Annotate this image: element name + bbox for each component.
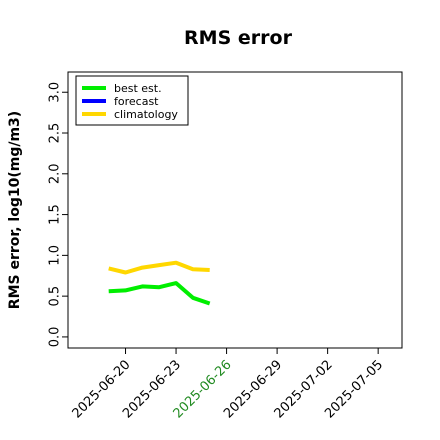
y-axis-label: RMS error, log10(mg/m3) xyxy=(7,111,23,309)
legend-entry: forecast xyxy=(114,95,159,108)
chart-title: RMS error xyxy=(184,27,293,49)
y-tick-label: 2.5 xyxy=(48,123,63,144)
y-tick-label: 0.0 xyxy=(48,327,63,348)
y-tick-label: 3.0 xyxy=(48,82,63,103)
series-line-best-est xyxy=(108,281,211,306)
y-tick-label: 2.0 xyxy=(48,163,63,184)
y-tick-label: 0.5 xyxy=(48,286,63,307)
plot-area: 0.00.51.01.52.02.53.02025-06-202025-06-2… xyxy=(48,71,403,421)
y-tick-label: 1.0 xyxy=(48,245,63,266)
legend-entry: best est. xyxy=(114,82,162,95)
series-line-climatology xyxy=(108,260,210,275)
plot-frame xyxy=(67,71,403,349)
y-tick-label: 1.5 xyxy=(48,204,63,225)
legend-entry: climatology xyxy=(114,108,178,121)
